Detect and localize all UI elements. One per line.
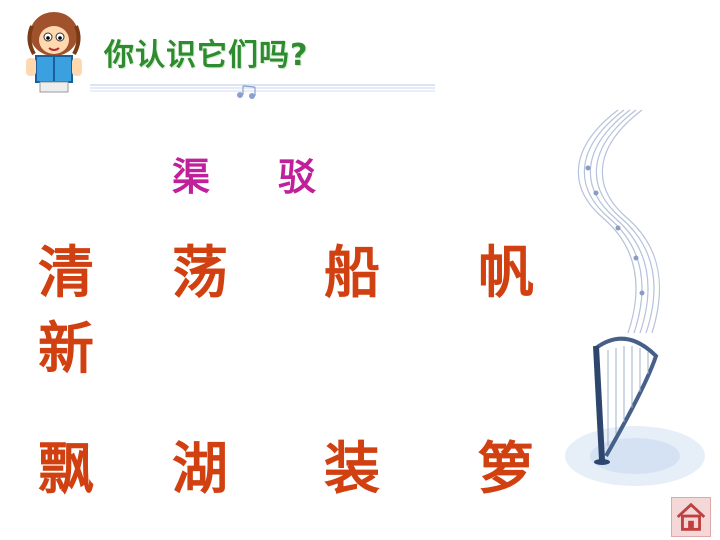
- character: 新: [38, 317, 94, 382]
- reading-child-icon: [18, 8, 88, 94]
- character: 飘: [38, 437, 94, 502]
- character: 船: [324, 241, 380, 306]
- character: 装: [324, 437, 380, 502]
- character: 驳: [278, 155, 317, 199]
- character: 湖: [172, 437, 228, 502]
- character: 箩: [478, 437, 534, 502]
- character: 帆: [478, 241, 534, 306]
- home-icon: [676, 502, 706, 531]
- music-note-line-icon: [90, 80, 435, 102]
- character: 渠: [172, 155, 211, 199]
- harp-icon: [560, 328, 710, 498]
- page-title: 你认识它们吗?: [104, 38, 309, 73]
- home-button[interactable]: [671, 497, 711, 537]
- character: 荡: [172, 241, 228, 306]
- character: 清: [38, 241, 94, 306]
- music-staff-decoration: [548, 108, 668, 338]
